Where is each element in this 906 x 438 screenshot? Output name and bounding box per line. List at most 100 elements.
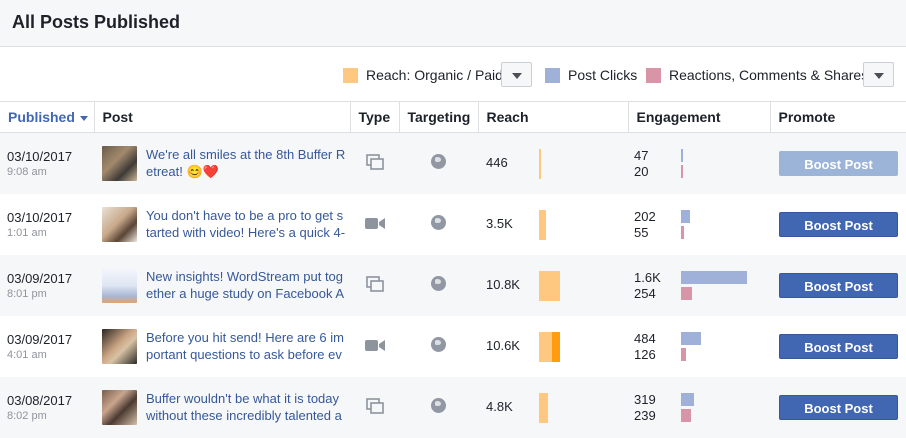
reactions-bar [681,165,683,178]
targeting-cell [399,315,478,377]
post-link[interactable]: We're all smiles at the 8th Buffer Retre… [146,147,346,180]
sort-desc-icon [79,115,88,121]
table-row[interactable]: 03/10/2017 1:01 am You don't have to be a … [0,193,906,255]
reach-value: 4.8K [486,398,513,414]
reactions-value: 20 [634,164,649,179]
post-thumbnail[interactable] [102,145,137,181]
targeting-cell [399,376,478,438]
reactions-dropdown-button[interactable] [863,62,894,87]
globe-icon [431,276,446,291]
post-time: 1:01 am [7,226,47,239]
clicks-value: 319 [634,391,656,407]
post-cell: You don't have to be a pro to get starte… [94,193,350,255]
promote-cell: Boost Post [770,132,906,194]
globe-icon [431,154,446,170]
posts-table: Published Post Type Targeting Reach Enga… [0,101,906,438]
globe-icon [431,215,446,230]
column-reach[interactable]: Reach [478,101,629,133]
boost-post-button[interactable]: Boost Post [779,333,898,359]
post-thumbnail[interactable] [102,267,137,303]
engagement-cell: 1.6K 254 [628,254,770,316]
column-engagement[interactable]: Engagement [628,101,771,133]
boost-post-button[interactable]: Boost Post [779,272,898,298]
promote-cell: Boost Post [770,376,906,438]
column-published[interactable]: Published [0,101,95,133]
table-row[interactable]: 03/09/2017 8:01 pm New insights! WordStrea… [0,254,906,316]
post-thumbnail[interactable] [102,328,137,364]
clicks-bar [681,149,683,162]
post-link[interactable]: You don't have to be a pro to get starte… [146,208,346,240]
date-cell: 03/09/2017 8:01 pm [0,254,94,316]
promote-cell: Boost Post [770,315,906,377]
clicks-bar [681,209,690,223]
clicks-value: 47 [634,148,649,163]
column-post[interactable]: Post [94,101,351,133]
page-title: All Posts Published [12,12,181,32]
post-cell: New insights! WordStream put together a … [94,254,350,316]
column-targeting[interactable]: Targeting [399,101,479,133]
reactions-bar [681,347,686,361]
reach-organic-bar [539,148,541,179]
reach-value: 3.5K [486,215,513,231]
date-cell: 03/10/2017 9:08 am [0,132,94,194]
clicks-bar [681,331,701,345]
reactions-value: 126 [634,346,656,362]
reach-paid-bar [552,331,560,362]
post-link[interactable]: Buffer wouldn't be what it is today with… [146,391,342,423]
table-row[interactable]: 03/10/2017 9:08 am We're all smiles at the… [0,132,906,194]
post-link[interactable]: New insights! WordStream put together a … [146,269,345,301]
clicks-bar [681,270,747,284]
boost-post-button[interactable]: Boost Post [779,394,898,420]
reactions-bar [681,225,684,239]
globe-icon [431,337,446,352]
post-thumbnail[interactable] [102,206,137,242]
engagement-cell: 319 239 [628,376,770,438]
reach-organic-bar [539,392,548,423]
post-date: 03/08/2017 [7,392,73,408]
photo-album-icon [350,132,399,194]
promote-cell: Boost Post [770,193,906,255]
post-cell: Buffer wouldn't be what it is today with… [94,376,350,438]
targeting-cell [399,193,478,255]
reactions-value: 254 [634,285,656,301]
engagement-cell: 47 20 [628,132,770,194]
reach-cell: 3.5K [478,193,628,255]
reach-cell: 4.8K [478,376,628,438]
legend-reactions-label: Reactions, Comments & Shares [669,67,869,83]
post-time: 8:01 pm [7,287,47,300]
post-time: 4:01 am [7,348,47,361]
post-thumbnail[interactable] [102,389,137,425]
post-date: 03/09/2017 [7,331,73,347]
post-cell: Before you hit send! Here are 6 importan… [94,315,350,377]
table-row[interactable]: 03/08/2017 8:02 pm Buffer wouldn't be what… [0,376,906,438]
legend-clicks: Post Clicks [545,66,637,84]
table-row[interactable]: 03/09/2017 4:01 am Before you hit send! He… [0,315,906,377]
column-type[interactable]: Type [350,101,400,133]
photo-album-icon [350,376,399,438]
reach-cell: 10.8K [478,254,628,316]
date-cell: 03/08/2017 8:02 pm [0,376,94,438]
date-cell: 03/09/2017 4:01 am [0,315,94,377]
post-link[interactable]: Before you hit send! Here are 6 importan… [146,330,344,362]
legend-reach: Reach: Organic / Paid [343,66,503,84]
clicks-value: 1.6K [634,269,661,285]
engagement-cell: 484 126 [628,315,770,377]
reach-organic-bar [539,209,546,240]
targeting-cell [399,254,478,316]
reactions-swatch-icon [646,67,661,83]
photo-album-icon [350,254,399,316]
reach-dropdown-button[interactable] [501,62,532,87]
reactions-bar [681,408,691,422]
boost-post-button[interactable]: Boost Post [779,150,898,176]
reach-value: 10.6K [486,337,520,353]
reactions-value: 55 [634,224,649,240]
video-camera-icon [350,315,399,377]
reach-organic-bar [539,270,560,301]
post-time: 8:02 pm [7,409,47,422]
legend-reactions: Reactions, Comments & Shares [646,66,868,84]
boost-post-button[interactable]: Boost Post [779,211,898,237]
reach-cell: 10.6K [478,315,628,377]
reach-swatch-icon [343,67,358,83]
column-published-label: Published [8,109,75,125]
reach-value: 446 [486,155,508,170]
